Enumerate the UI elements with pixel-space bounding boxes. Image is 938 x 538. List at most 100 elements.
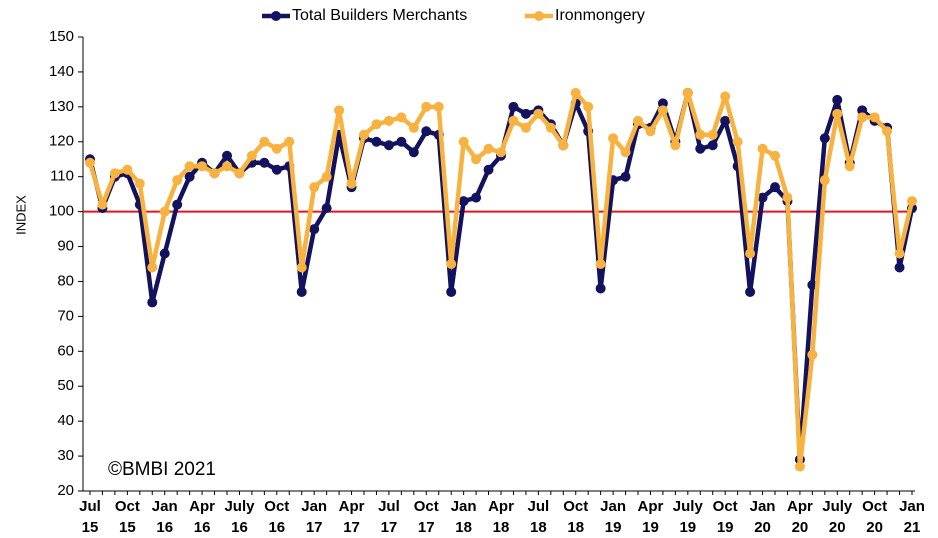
data-point bbox=[222, 150, 232, 161]
data-point bbox=[471, 192, 482, 203]
data-point bbox=[359, 129, 369, 140]
y-tick-label: 60 bbox=[57, 342, 74, 359]
data-point bbox=[309, 182, 320, 193]
data-point bbox=[857, 105, 868, 116]
x-tick-label: Jul bbox=[378, 498, 400, 515]
data-point bbox=[869, 112, 880, 123]
data-point bbox=[558, 140, 569, 151]
y-tick-label: 150 bbox=[49, 28, 74, 45]
x-tick-label: 18 bbox=[567, 519, 584, 536]
data-point bbox=[321, 171, 332, 182]
data-point bbox=[458, 196, 469, 207]
data-point bbox=[894, 262, 905, 273]
data-point bbox=[707, 129, 718, 140]
data-point bbox=[595, 259, 606, 269]
y-tick-label: 80 bbox=[57, 272, 74, 289]
data-point bbox=[383, 115, 394, 126]
data-point bbox=[695, 143, 706, 154]
data-point bbox=[97, 199, 108, 210]
data-point bbox=[670, 140, 681, 151]
data-point bbox=[197, 161, 208, 172]
x-tick-label: 16 bbox=[194, 519, 211, 536]
data-point bbox=[770, 150, 780, 161]
x-tick-label: 19 bbox=[642, 519, 659, 536]
data-point bbox=[184, 171, 195, 182]
legend-item: Ironmongery bbox=[525, 7, 645, 24]
x-tick-label: 20 bbox=[829, 519, 846, 536]
data-point bbox=[184, 161, 195, 172]
data-point bbox=[284, 136, 295, 147]
data-point bbox=[533, 108, 544, 119]
data-point bbox=[732, 136, 743, 147]
data-point bbox=[408, 147, 419, 158]
data-point bbox=[720, 115, 731, 126]
x-tick-label: 17 bbox=[418, 519, 435, 536]
x-tick-label: Apr bbox=[189, 498, 215, 515]
x-tick-label: July bbox=[673, 498, 704, 515]
data-point bbox=[570, 87, 581, 98]
data-point bbox=[882, 126, 893, 137]
x-tick-label: Jan bbox=[899, 498, 925, 515]
x-tick-label: 17 bbox=[306, 519, 323, 536]
x-tick-label: 15 bbox=[119, 519, 136, 536]
data-point bbox=[545, 122, 556, 133]
data-point bbox=[222, 161, 232, 172]
y-axis-label: INDEX bbox=[13, 195, 28, 235]
data-point bbox=[296, 262, 307, 273]
data-point bbox=[757, 192, 768, 203]
x-tick-label: 19 bbox=[679, 519, 696, 536]
data-point bbox=[147, 262, 158, 273]
y-tick-label: 90 bbox=[57, 238, 74, 255]
x-tick-label: Oct bbox=[862, 498, 887, 515]
x-tick-label: Oct bbox=[264, 498, 289, 515]
data-point bbox=[122, 164, 133, 175]
x-tick-label: 18 bbox=[493, 519, 510, 536]
x-tick-label: Oct bbox=[563, 498, 588, 515]
data-point bbox=[433, 101, 444, 112]
x-tick-label: Apr bbox=[787, 498, 813, 515]
y-tick-label: 20 bbox=[57, 482, 74, 499]
data-point bbox=[620, 147, 631, 158]
data-point bbox=[520, 122, 531, 133]
data-point bbox=[657, 105, 668, 116]
data-point bbox=[819, 175, 830, 186]
x-tick-label: 19 bbox=[717, 519, 734, 536]
x-tick-label: 19 bbox=[605, 519, 622, 536]
data-point bbox=[657, 98, 668, 109]
x-tick-label: 20 bbox=[792, 519, 809, 536]
x-tick-label: 15 bbox=[82, 519, 99, 536]
data-point bbox=[832, 94, 843, 105]
data-point bbox=[483, 164, 494, 175]
data-point bbox=[857, 112, 868, 123]
x-tick-label: Jan bbox=[750, 498, 776, 515]
x-tick-label: 17 bbox=[381, 519, 398, 536]
data-point bbox=[334, 105, 345, 116]
data-point bbox=[421, 101, 432, 112]
x-tick-label: Apr bbox=[339, 498, 365, 515]
data-point bbox=[832, 108, 843, 119]
y-tick-label: 120 bbox=[49, 133, 74, 150]
data-point bbox=[234, 168, 245, 179]
data-point bbox=[209, 168, 220, 179]
data-point bbox=[894, 248, 905, 259]
data-point bbox=[844, 161, 855, 172]
x-tick-label: Jul bbox=[528, 498, 550, 515]
data-point bbox=[396, 136, 407, 147]
data-point bbox=[819, 133, 830, 144]
legend-marker bbox=[534, 11, 544, 21]
data-point bbox=[271, 143, 282, 154]
x-tick-label: 21 bbox=[904, 519, 921, 536]
x-tick-label: Jan bbox=[600, 498, 626, 515]
x-tick-label: Jan bbox=[152, 498, 178, 515]
data-point bbox=[446, 259, 457, 269]
x-tick-label: 16 bbox=[268, 519, 285, 536]
x-tick-label: 18 bbox=[455, 519, 472, 536]
data-point bbox=[707, 140, 718, 151]
data-point bbox=[246, 150, 257, 161]
x-tick-label: 20 bbox=[866, 519, 883, 536]
data-point bbox=[807, 279, 818, 290]
data-point bbox=[371, 119, 382, 130]
data-point bbox=[757, 143, 768, 154]
